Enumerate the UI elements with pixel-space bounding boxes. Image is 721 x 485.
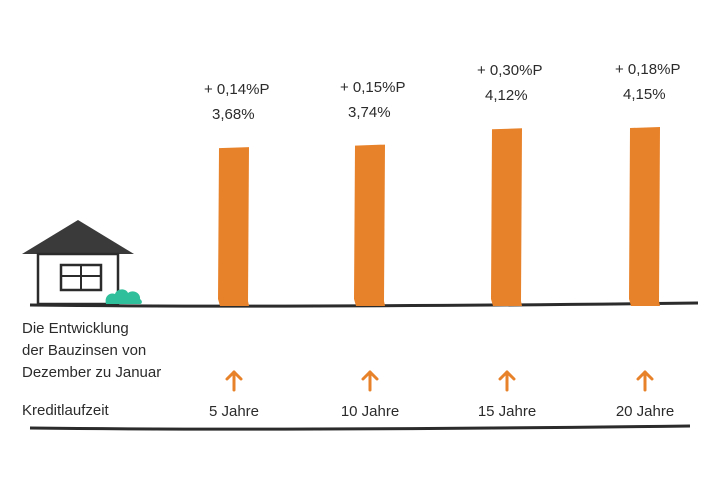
- bush-icon: [105, 289, 142, 304]
- chart-description: Die Entwicklung der Bauzinsen von Dezemb…: [22, 318, 161, 384]
- bottom-rule: [29, 424, 691, 431]
- category-label: 5 Jahre: [208, 403, 260, 420]
- arrow-up-icon: [636, 370, 654, 392]
- category-label: 10 Jahre: [340, 403, 400, 420]
- bar-10-jahre: [354, 144, 385, 306]
- description-line-3: Dezember zu Januar: [22, 364, 162, 381]
- x-axis-label: Kreditlaufzeit: [22, 402, 109, 419]
- description-line-1: Die Entwicklung: [22, 320, 129, 337]
- description-line-2: der Bauzinsen von: [22, 342, 147, 359]
- baseline: [29, 301, 699, 308]
- category-label: 15 Jahre: [477, 403, 537, 420]
- bar-20-jahre: [629, 127, 660, 306]
- arrow-up-icon: [498, 370, 516, 392]
- bar-15-jahre: [491, 128, 522, 306]
- change-label: + 0,14%P: [204, 81, 270, 99]
- arrow-up-icon: [361, 370, 379, 392]
- bar-5-jahre: [218, 147, 249, 306]
- value-label: 4,15%: [623, 86, 666, 103]
- value-label: 3,74%: [348, 103, 391, 121]
- value-label: 4,12%: [485, 87, 528, 105]
- arrow-up-icon: [225, 370, 243, 392]
- change-label: + 0,15%P: [340, 78, 406, 96]
- change-label: + 0,30%P: [477, 62, 543, 80]
- value-label: 3,68%: [212, 106, 255, 124]
- category-label: 20 Jahre: [615, 403, 675, 420]
- change-label: + 0,18%P: [615, 61, 681, 78]
